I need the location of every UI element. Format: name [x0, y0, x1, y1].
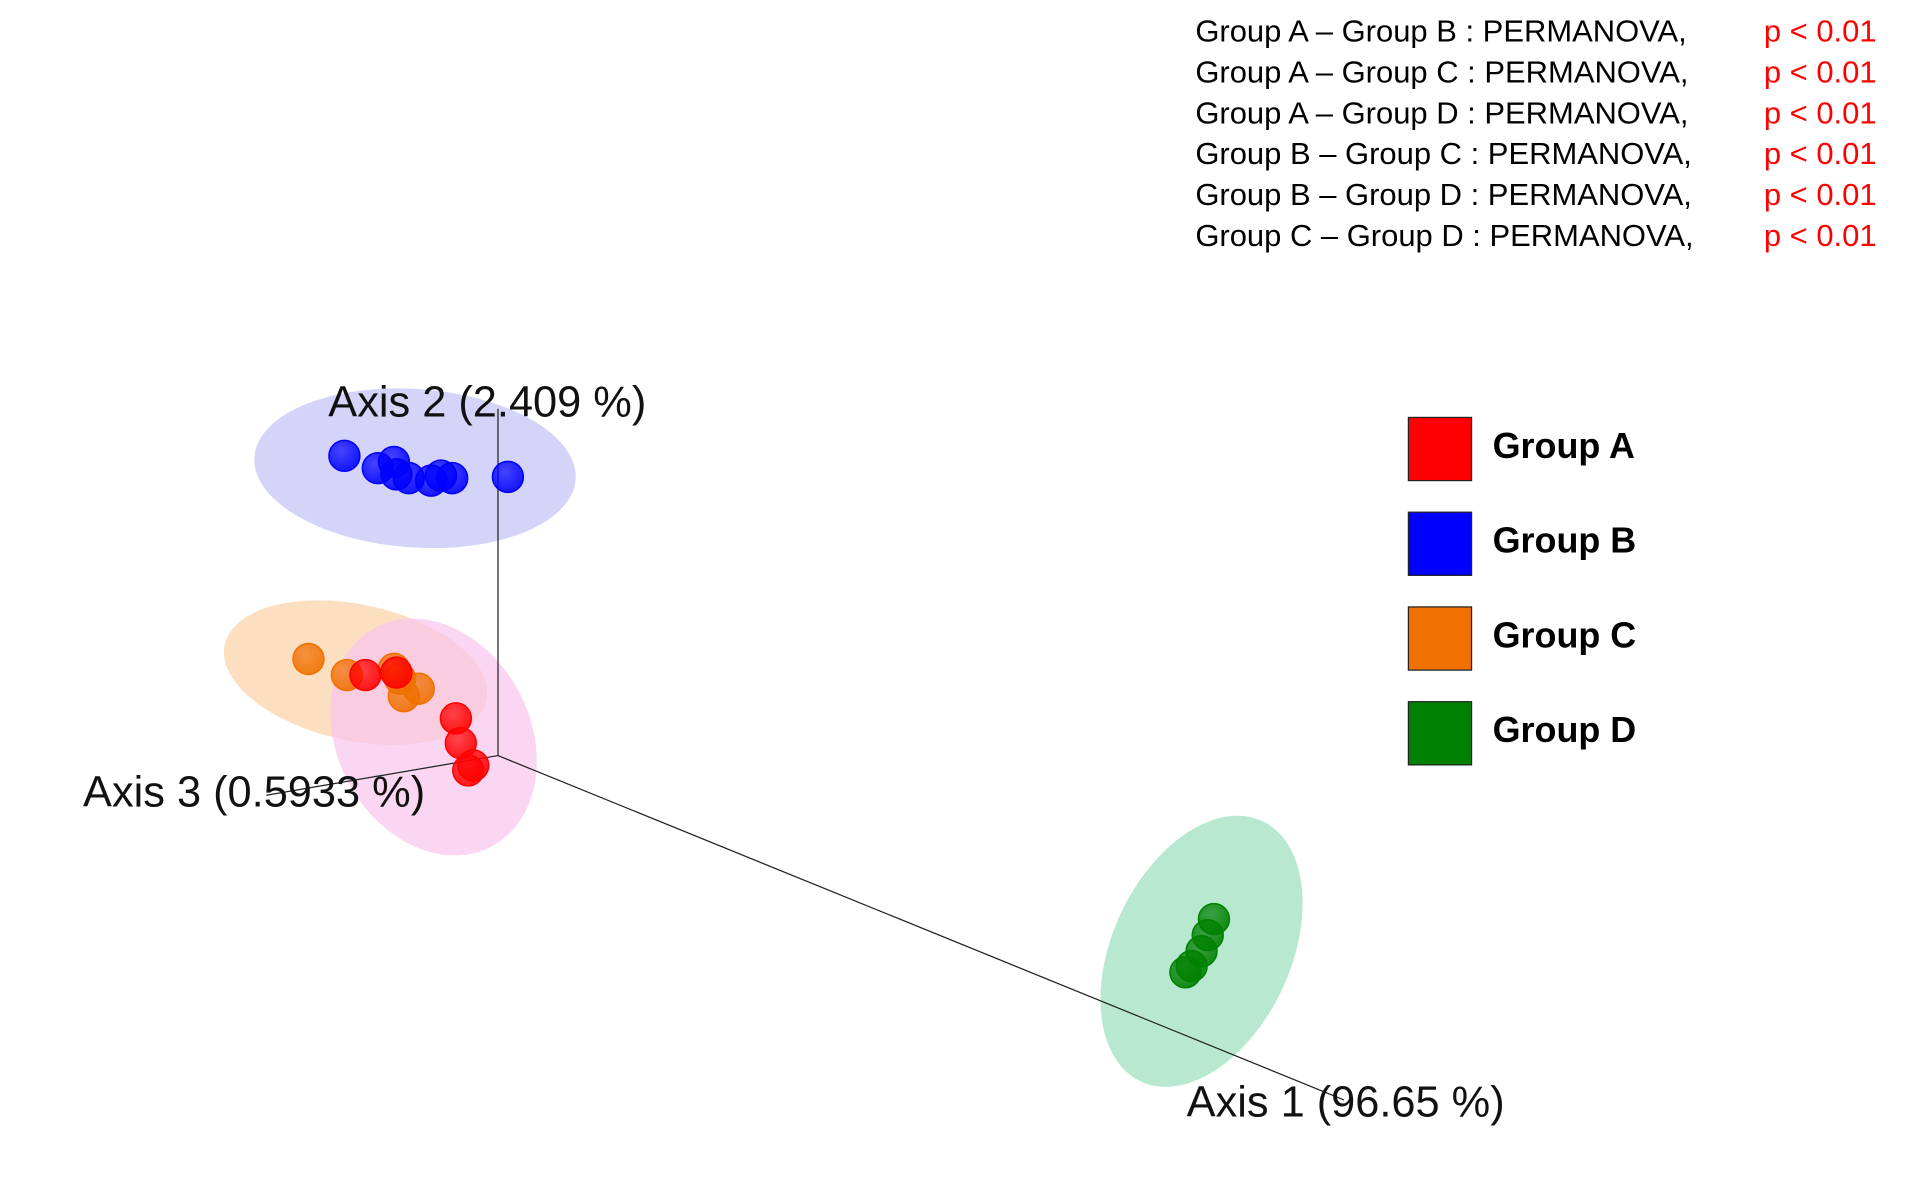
stat-p: p < 0.01: [1764, 177, 1877, 212]
legend-swatch: [1407, 511, 1473, 576]
legend-swatch: [1407, 416, 1473, 482]
legend-swatch: [1407, 701, 1473, 766]
statistics: Group A – Group B : PERMANOVA, p < 0.01 Gr…: [1195, 14, 1876, 253]
points: [292, 439, 1231, 989]
legend-label: Group C: [1493, 614, 1637, 655]
legend-label: Group D: [1493, 709, 1637, 750]
stat-text: Group B – Group D : PERMANOVA,: [1195, 177, 1692, 212]
stat-p: p < 0.01: [1764, 136, 1877, 171]
legend: Group A Group B Group C Group D: [1407, 416, 1637, 766]
stat-text: Group C – Group D : PERMANOVA,: [1195, 218, 1693, 253]
point: [456, 749, 490, 782]
stat-p: p < 0.01: [1764, 218, 1877, 253]
legend-swatch: [1407, 606, 1473, 671]
stat-p: p < 0.01: [1764, 14, 1877, 49]
point: [491, 460, 525, 494]
stat-text: Group A – Group C : PERMANOVA,: [1195, 54, 1688, 89]
stat-text: Group A – Group B : PERMANOVA,: [1195, 14, 1686, 49]
legend-label: Group B: [1493, 520, 1637, 561]
point: [292, 642, 325, 676]
stat-text: Group B – Group C : PERMANOVA,: [1195, 136, 1692, 171]
point: [328, 439, 361, 473]
legend-label: Group A: [1493, 425, 1635, 466]
point: [349, 658, 382, 692]
point: [380, 656, 413, 689]
axis-label: Axis 1 (96.65 %): [1187, 1078, 1505, 1126]
stat-p: p < 0.01: [1764, 54, 1877, 89]
point: [435, 461, 469, 495]
ellipses: [223, 388, 1303, 1087]
stat-p: p < 0.01: [1764, 95, 1877, 130]
axis-line: [497, 754, 1345, 1101]
point: [1169, 956, 1202, 989]
stat-text: Group A – Group D : PERMANOVA,: [1195, 95, 1688, 130]
axis-label: Axis 3 (0.5933 %): [83, 769, 425, 817]
axis-label: Axis 2 (2.409 %): [328, 378, 646, 426]
